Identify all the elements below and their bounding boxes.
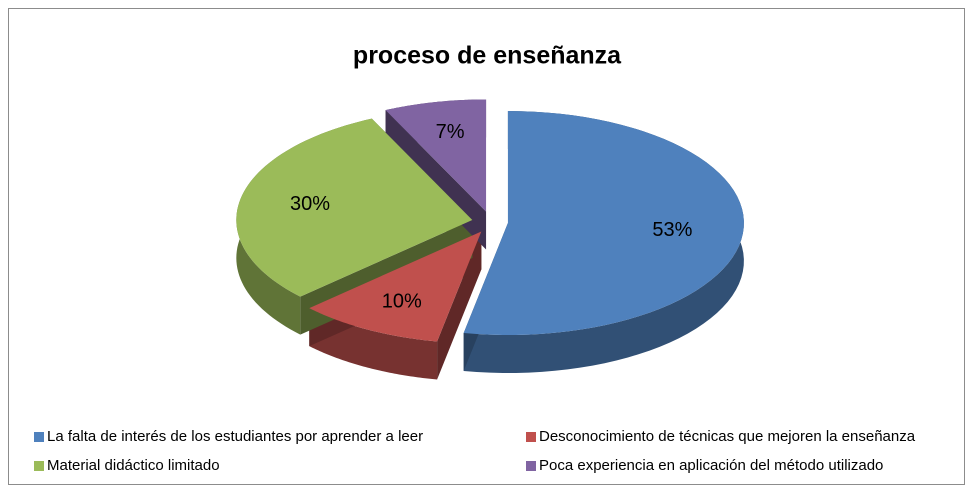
- legend-label: Desconocimiento de técnicas que mejoren …: [539, 428, 916, 445]
- pie-slice: [463, 111, 744, 335]
- data-label: 30%: [290, 193, 330, 215]
- pie-tops: [236, 99, 744, 342]
- legend-swatch: [34, 432, 44, 442]
- chart-title: proceso de enseñanza: [353, 42, 622, 70]
- legend-swatch: [34, 461, 44, 471]
- data-labels: 53% 10% 30% 7%: [290, 121, 693, 312]
- legend-swatch: [526, 432, 536, 442]
- legend-label: Poca experiencia en aplicación del métod…: [539, 457, 883, 474]
- legend: La falta de interés de los estudiantes p…: [34, 428, 916, 474]
- data-label: 7%: [436, 121, 465, 143]
- pie-slice: [236, 118, 473, 297]
- pie-slice: [309, 231, 482, 342]
- pie-slice: [385, 99, 487, 212]
- legend-swatch: [526, 461, 536, 471]
- data-label: 53%: [652, 219, 692, 241]
- legend-label: Material didáctico limitado: [47, 457, 220, 474]
- data-label: 10%: [382, 290, 422, 312]
- legend-label: La falta de interés de los estudiantes p…: [47, 428, 423, 445]
- chart-border: [8, 8, 965, 485]
